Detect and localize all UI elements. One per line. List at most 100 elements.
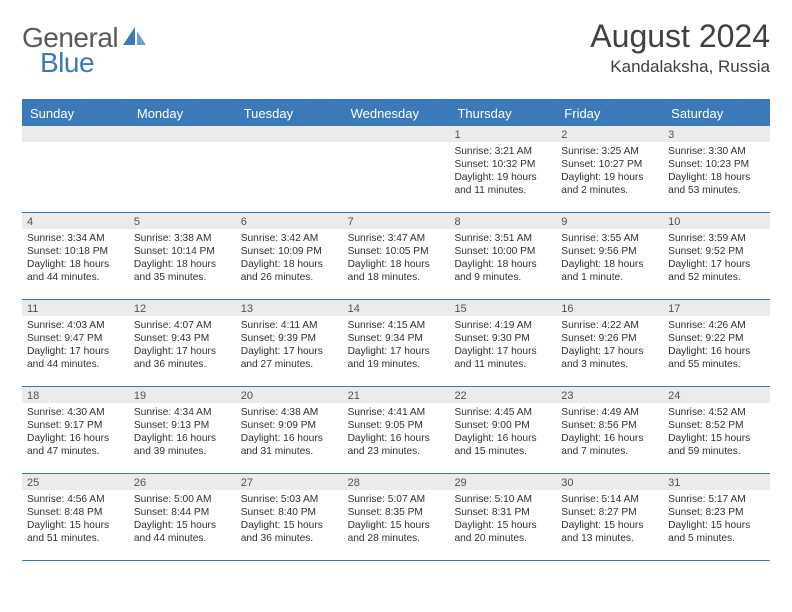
sunset-line: Sunset: 9:09 PM: [241, 419, 338, 432]
day-cell: 26Sunrise: 5:00 AMSunset: 8:44 PMDayligh…: [129, 474, 236, 560]
day-number: [22, 126, 129, 142]
day-number: 3: [663, 126, 770, 142]
location: Kandalaksha, Russia: [590, 57, 770, 77]
day-header: Thursday: [449, 101, 556, 126]
daylight-line: Daylight: 17 hours and 44 minutes.: [27, 345, 124, 371]
daylight-line: Daylight: 16 hours and 31 minutes.: [241, 432, 338, 458]
sunrise-line: Sunrise: 4:11 AM: [241, 319, 338, 332]
day-number: 23: [556, 387, 663, 403]
daylight-line: Daylight: 17 hours and 36 minutes.: [134, 345, 231, 371]
day-cell: 12Sunrise: 4:07 AMSunset: 9:43 PMDayligh…: [129, 300, 236, 386]
day-data: Sunrise: 4:26 AMSunset: 9:22 PMDaylight:…: [663, 316, 770, 377]
daylight-line: Daylight: 15 hours and 5 minutes.: [668, 519, 765, 545]
sunrise-line: Sunrise: 4:56 AM: [27, 493, 124, 506]
day-number: 22: [449, 387, 556, 403]
day-number: 31: [663, 474, 770, 490]
week-row: 4Sunrise: 3:34 AMSunset: 10:18 PMDayligh…: [22, 213, 770, 300]
day-cell: 11Sunrise: 4:03 AMSunset: 9:47 PMDayligh…: [22, 300, 129, 386]
day-cell: 22Sunrise: 4:45 AMSunset: 9:00 PMDayligh…: [449, 387, 556, 473]
sunset-line: Sunset: 9:34 PM: [348, 332, 445, 345]
day-data: [22, 142, 129, 151]
day-cell: 27Sunrise: 5:03 AMSunset: 8:40 PMDayligh…: [236, 474, 343, 560]
day-number: 13: [236, 300, 343, 316]
title-block: August 2024 Kandalaksha, Russia: [590, 18, 770, 77]
daylight-line: Daylight: 15 hours and 51 minutes.: [27, 519, 124, 545]
daylight-line: Daylight: 18 hours and 1 minute.: [561, 258, 658, 284]
sunset-line: Sunset: 8:48 PM: [27, 506, 124, 519]
day-data: Sunrise: 3:34 AMSunset: 10:18 PMDaylight…: [22, 229, 129, 290]
sunset-line: Sunset: 10:32 PM: [454, 158, 551, 171]
day-data: Sunrise: 5:14 AMSunset: 8:27 PMDaylight:…: [556, 490, 663, 551]
sunrise-line: Sunrise: 3:34 AM: [27, 232, 124, 245]
day-data: Sunrise: 4:03 AMSunset: 9:47 PMDaylight:…: [22, 316, 129, 377]
day-data: Sunrise: 4:30 AMSunset: 9:17 PMDaylight:…: [22, 403, 129, 464]
day-header: Friday: [556, 101, 663, 126]
day-number: 1: [449, 126, 556, 142]
sail-icon: [122, 25, 148, 52]
day-number: 19: [129, 387, 236, 403]
sunset-line: Sunset: 9:43 PM: [134, 332, 231, 345]
day-number: 4: [22, 213, 129, 229]
day-data: Sunrise: 3:47 AMSunset: 10:05 PMDaylight…: [343, 229, 450, 290]
sunrise-line: Sunrise: 3:59 AM: [668, 232, 765, 245]
sunset-line: Sunset: 9:47 PM: [27, 332, 124, 345]
day-number: [343, 126, 450, 142]
daylight-line: Daylight: 16 hours and 47 minutes.: [27, 432, 124, 458]
day-data: Sunrise: 5:00 AMSunset: 8:44 PMDaylight:…: [129, 490, 236, 551]
day-cell: 23Sunrise: 4:49 AMSunset: 8:56 PMDayligh…: [556, 387, 663, 473]
sunrise-line: Sunrise: 5:10 AM: [454, 493, 551, 506]
day-data: Sunrise: 4:56 AMSunset: 8:48 PMDaylight:…: [22, 490, 129, 551]
day-number: [236, 126, 343, 142]
day-data: [236, 142, 343, 151]
sunrise-line: Sunrise: 3:51 AM: [454, 232, 551, 245]
day-data: Sunrise: 5:03 AMSunset: 8:40 PMDaylight:…: [236, 490, 343, 551]
day-cell: 20Sunrise: 4:38 AMSunset: 9:09 PMDayligh…: [236, 387, 343, 473]
sunset-line: Sunset: 9:26 PM: [561, 332, 658, 345]
daylight-line: Daylight: 15 hours and 59 minutes.: [668, 432, 765, 458]
daylight-line: Daylight: 18 hours and 53 minutes.: [668, 171, 765, 197]
daylight-line: Daylight: 15 hours and 13 minutes.: [561, 519, 658, 545]
day-number: 25: [22, 474, 129, 490]
calendar: SundayMondayTuesdayWednesdayThursdayFrid…: [22, 99, 770, 561]
daylight-line: Daylight: 16 hours and 55 minutes.: [668, 345, 765, 371]
day-number: 26: [129, 474, 236, 490]
daylight-line: Daylight: 15 hours and 44 minutes.: [134, 519, 231, 545]
day-data: Sunrise: 3:55 AMSunset: 9:56 PMDaylight:…: [556, 229, 663, 290]
day-number: 5: [129, 213, 236, 229]
sunset-line: Sunset: 10:09 PM: [241, 245, 338, 258]
sunrise-line: Sunrise: 3:38 AM: [134, 232, 231, 245]
day-cell: 29Sunrise: 5:10 AMSunset: 8:31 PMDayligh…: [449, 474, 556, 560]
day-number: 30: [556, 474, 663, 490]
day-cell: 2Sunrise: 3:25 AMSunset: 10:27 PMDayligh…: [556, 126, 663, 212]
sunset-line: Sunset: 9:13 PM: [134, 419, 231, 432]
daylight-line: Daylight: 16 hours and 7 minutes.: [561, 432, 658, 458]
sunset-line: Sunset: 9:17 PM: [27, 419, 124, 432]
sunrise-line: Sunrise: 5:07 AM: [348, 493, 445, 506]
day-cell: 8Sunrise: 3:51 AMSunset: 10:00 PMDayligh…: [449, 213, 556, 299]
sunrise-line: Sunrise: 4:15 AM: [348, 319, 445, 332]
sunset-line: Sunset: 10:18 PM: [27, 245, 124, 258]
sunrise-line: Sunrise: 3:42 AM: [241, 232, 338, 245]
day-cell: 17Sunrise: 4:26 AMSunset: 9:22 PMDayligh…: [663, 300, 770, 386]
day-number: 14: [343, 300, 450, 316]
sunrise-line: Sunrise: 5:03 AM: [241, 493, 338, 506]
day-cell: 14Sunrise: 4:15 AMSunset: 9:34 PMDayligh…: [343, 300, 450, 386]
day-cell: 21Sunrise: 4:41 AMSunset: 9:05 PMDayligh…: [343, 387, 450, 473]
day-cell: 19Sunrise: 4:34 AMSunset: 9:13 PMDayligh…: [129, 387, 236, 473]
day-data: Sunrise: 4:07 AMSunset: 9:43 PMDaylight:…: [129, 316, 236, 377]
sunrise-line: Sunrise: 4:52 AM: [668, 406, 765, 419]
day-number: 6: [236, 213, 343, 229]
daylight-line: Daylight: 15 hours and 20 minutes.: [454, 519, 551, 545]
calendar-header-row: SundayMondayTuesdayWednesdayThursdayFrid…: [22, 101, 770, 126]
day-cell: 16Sunrise: 4:22 AMSunset: 9:26 PMDayligh…: [556, 300, 663, 386]
sunrise-line: Sunrise: 4:03 AM: [27, 319, 124, 332]
sunrise-line: Sunrise: 3:25 AM: [561, 145, 658, 158]
page-title: August 2024: [590, 18, 770, 55]
day-cell: 28Sunrise: 5:07 AMSunset: 8:35 PMDayligh…: [343, 474, 450, 560]
day-data: Sunrise: 4:19 AMSunset: 9:30 PMDaylight:…: [449, 316, 556, 377]
day-data: Sunrise: 4:15 AMSunset: 9:34 PMDaylight:…: [343, 316, 450, 377]
day-data: Sunrise: 3:59 AMSunset: 9:52 PMDaylight:…: [663, 229, 770, 290]
sunrise-line: Sunrise: 4:49 AM: [561, 406, 658, 419]
sunset-line: Sunset: 10:14 PM: [134, 245, 231, 258]
day-number: 2: [556, 126, 663, 142]
